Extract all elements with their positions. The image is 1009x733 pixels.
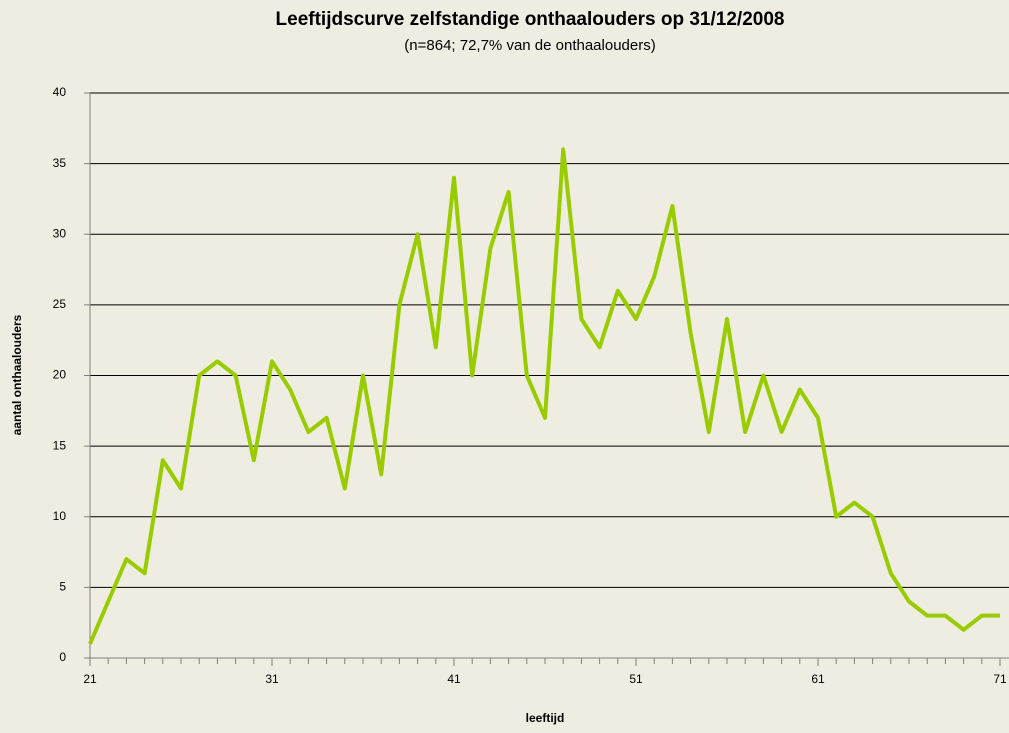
x-tick-label: 21 <box>83 672 97 686</box>
y-tick-label: 20 <box>53 368 67 382</box>
x-tick-label: 61 <box>811 672 825 686</box>
x-tick-label: 51 <box>629 672 643 686</box>
x-tick-label: 31 <box>265 672 279 686</box>
data-line <box>88 147 1000 645</box>
y-tick-label: 35 <box>53 156 67 170</box>
y-tick-label: 5 <box>59 580 66 594</box>
y-tick-label: 0 <box>59 650 66 664</box>
y-axis-label: aantal onthaalouders <box>10 314 24 435</box>
x-axis-label: leeftijd <box>526 711 565 725</box>
chart-title: Leeftijdscurve zelfstandige onthaalouder… <box>276 9 785 30</box>
y-tick-label: 25 <box>53 297 67 311</box>
y-tick-label: 15 <box>53 438 67 452</box>
y-tick-label: 40 <box>53 85 67 99</box>
x-tick-label: 41 <box>447 672 461 686</box>
y-tick-label: 10 <box>53 509 67 523</box>
chart-subtitle: (n=864; 72,7% van de onthaalouders) <box>404 37 655 54</box>
y-tick-label: 30 <box>53 226 67 240</box>
x-tick-label: 71 <box>993 672 1007 686</box>
